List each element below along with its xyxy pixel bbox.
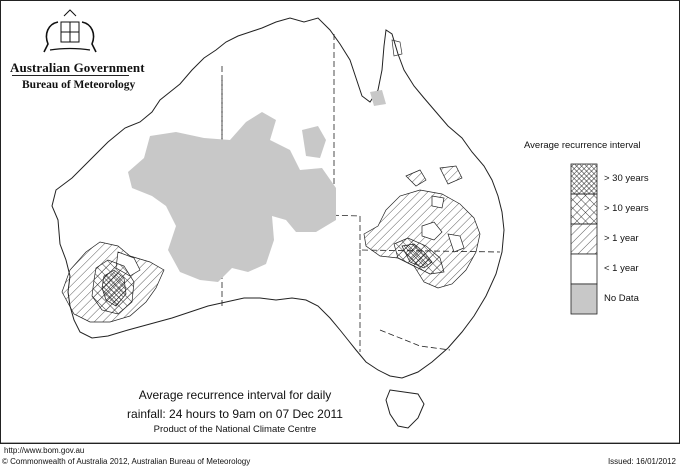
coat-of-arms-icon bbox=[43, 9, 97, 53]
legend-label: > 10 years bbox=[604, 203, 649, 214]
header-rule bbox=[12, 75, 129, 76]
legend-swatch-over-30 bbox=[570, 163, 598, 195]
legend-label: < 1 year bbox=[604, 263, 639, 274]
footer-copyright: © Commonwealth of Australia 2012, Austra… bbox=[2, 457, 251, 466]
footer-url-link[interactable]: http://www.bom.gov.au bbox=[4, 446, 85, 455]
legend-item-over-10: > 10 years bbox=[571, 194, 680, 224]
gov-title: Australian Government bbox=[10, 60, 145, 75]
legend-swatch-under-1 bbox=[570, 253, 598, 285]
legend-swatch-over-1 bbox=[570, 223, 598, 255]
caption-line-2: rainfall: 24 hours to 9am on 07 Dec 2011 bbox=[127, 407, 343, 421]
caption-line-3: Product of the National Climate Centre bbox=[153, 424, 317, 435]
legend-swatches bbox=[570, 163, 598, 315]
no-data-regions bbox=[128, 39, 403, 282]
over-30-years-regions bbox=[101, 243, 433, 307]
legend-label: > 1 year bbox=[604, 233, 639, 244]
legend-item-no-data: No Data bbox=[571, 284, 680, 314]
legend-label: No Data bbox=[604, 293, 639, 304]
tasmania-outline bbox=[385, 389, 425, 429]
legend-swatch-no-data bbox=[570, 283, 598, 315]
legend-label: > 30 years bbox=[604, 173, 649, 184]
gov-subtitle: Bureau of Meteorology bbox=[22, 79, 136, 91]
legend-item-over-1: > 1 year bbox=[571, 224, 680, 254]
caption-line-1: Average recurrence interval for daily bbox=[138, 388, 332, 402]
legend-item-under-1: < 1 year bbox=[571, 254, 680, 284]
footer-issued-date: Issued: 16/01/2012 bbox=[607, 457, 676, 466]
legend-title: Average recurrence interval bbox=[524, 140, 641, 151]
legend-item-over-30: > 30 years bbox=[571, 164, 680, 194]
